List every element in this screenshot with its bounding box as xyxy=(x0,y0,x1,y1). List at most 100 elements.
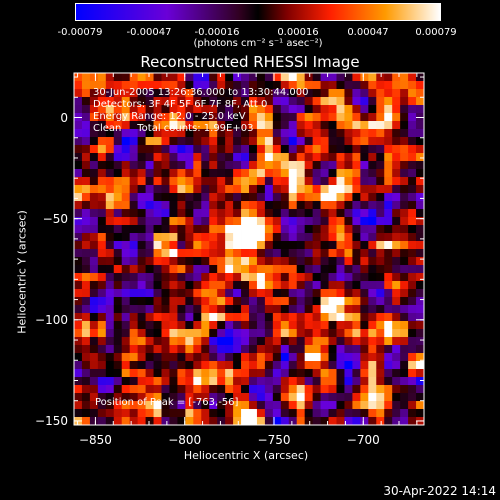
heatmap-cell xyxy=(201,361,210,370)
heatmap-cell xyxy=(121,145,131,154)
heatmap-cell xyxy=(97,297,107,306)
heatmap-cell xyxy=(145,81,154,90)
heatmap-cell xyxy=(209,305,218,314)
heatmap-cell xyxy=(376,417,385,426)
heatmap-cell xyxy=(193,321,202,330)
heatmap-cell xyxy=(368,377,377,386)
heatmap-cell xyxy=(392,169,401,178)
heatmap-cell xyxy=(113,249,123,258)
heatmap-cell xyxy=(272,361,282,370)
heatmap-cell xyxy=(177,281,186,290)
heatmap-cell xyxy=(161,129,170,138)
heatmap-cell xyxy=(312,145,321,154)
heatmap-cell xyxy=(169,257,178,266)
heatmap-cell xyxy=(344,273,353,282)
heatmap-cell xyxy=(145,145,154,154)
heatmap-cell xyxy=(416,345,425,354)
heatmap-cell xyxy=(392,89,401,98)
heatmap-cell xyxy=(408,321,417,330)
heatmap-cell xyxy=(185,193,194,202)
heatmap-cell xyxy=(304,369,314,378)
heatmap-cell xyxy=(296,369,306,378)
heatmap-cell xyxy=(137,385,146,394)
heatmap-cell xyxy=(392,361,401,370)
heatmap-cell xyxy=(288,225,298,234)
heatmap-cell xyxy=(392,241,401,250)
heatmap-cell xyxy=(121,81,131,90)
heatmap-cell xyxy=(304,305,314,314)
heatmap-cell xyxy=(288,305,298,314)
heatmap-cell xyxy=(256,113,266,122)
heatmap-cell xyxy=(416,217,425,226)
heatmap-cell xyxy=(288,329,298,338)
heatmap-cell xyxy=(185,377,194,386)
heatmap-cell xyxy=(169,233,178,242)
heatmap-cell xyxy=(217,345,226,354)
heatmap-cell xyxy=(352,225,361,234)
heatmap-cell xyxy=(233,81,242,90)
heatmap-cell xyxy=(217,129,226,138)
heatmap-cell xyxy=(233,313,242,322)
heatmap-cell xyxy=(304,185,314,194)
heatmap-cell xyxy=(328,233,337,242)
heatmap-cell xyxy=(312,73,321,82)
heatmap-cell xyxy=(74,193,83,202)
heatmap-cell xyxy=(328,345,337,354)
heatmap-cell xyxy=(280,81,290,90)
heatmap-cell xyxy=(416,281,425,290)
heatmap-cell xyxy=(145,353,154,362)
heatmap-cell xyxy=(272,201,282,210)
heatmap-cell xyxy=(416,209,425,218)
heatmap-cell xyxy=(312,249,321,258)
heatmap-cell xyxy=(129,417,139,426)
heatmap-cell xyxy=(384,209,393,218)
heatmap-cell xyxy=(320,161,329,170)
heatmap-cell xyxy=(392,105,401,114)
heatmap-cell xyxy=(328,249,337,258)
heatmap-cell xyxy=(296,121,306,130)
heatmap-cell xyxy=(336,185,345,194)
heatmap-cell xyxy=(408,289,417,298)
heatmap-cell xyxy=(400,337,409,346)
heatmap-cell xyxy=(74,129,83,138)
heatmap-cell xyxy=(185,145,194,154)
colorbar-tick-label: 0.00079 xyxy=(415,27,457,38)
energy-range: Energy Range: 12.0 - 25.0 keV xyxy=(93,111,246,122)
heatmap-cell xyxy=(304,257,314,266)
heatmap-cell xyxy=(225,345,234,354)
heatmap-cell xyxy=(304,377,314,386)
heatmap-cell xyxy=(320,377,329,386)
detectors-info: Detectors: 3F 4F 5F 6F 7F 8F, Att 0 xyxy=(93,99,268,110)
heatmap-cell xyxy=(121,89,131,98)
heatmap-cell xyxy=(177,249,186,258)
heatmap-cell xyxy=(408,337,417,346)
heatmap-cell xyxy=(264,313,274,322)
heatmap-cell xyxy=(272,169,282,178)
heatmap-cell xyxy=(368,217,377,226)
heatmap-cell xyxy=(416,361,425,370)
heatmap-cell xyxy=(81,409,91,418)
heatmap-cell xyxy=(177,113,186,122)
heatmap-cell xyxy=(217,305,226,314)
heatmap-cell xyxy=(97,385,107,394)
heatmap-cell xyxy=(145,265,154,274)
heatmap-cell xyxy=(304,161,314,170)
heatmap-cell xyxy=(145,177,154,186)
heatmap-cell xyxy=(89,393,99,402)
heatmap-cell xyxy=(336,129,345,138)
heatmap-cell xyxy=(352,265,361,274)
heatmap-cell xyxy=(256,217,266,226)
heatmap-cell xyxy=(328,409,337,418)
heatmap-cell xyxy=(217,369,226,378)
heatmap-cell xyxy=(344,321,353,330)
heatmap-cell xyxy=(320,417,329,426)
heatmap-cell xyxy=(288,337,298,346)
heatmap-cell xyxy=(392,217,401,226)
heatmap-cell xyxy=(392,377,401,386)
heatmap-cell xyxy=(121,97,131,106)
heatmap-cell xyxy=(233,417,242,426)
heatmap-cell xyxy=(368,73,377,82)
heatmap-cell xyxy=(137,321,146,330)
heatmap-cell xyxy=(81,393,91,402)
heatmap-cell xyxy=(105,321,115,330)
